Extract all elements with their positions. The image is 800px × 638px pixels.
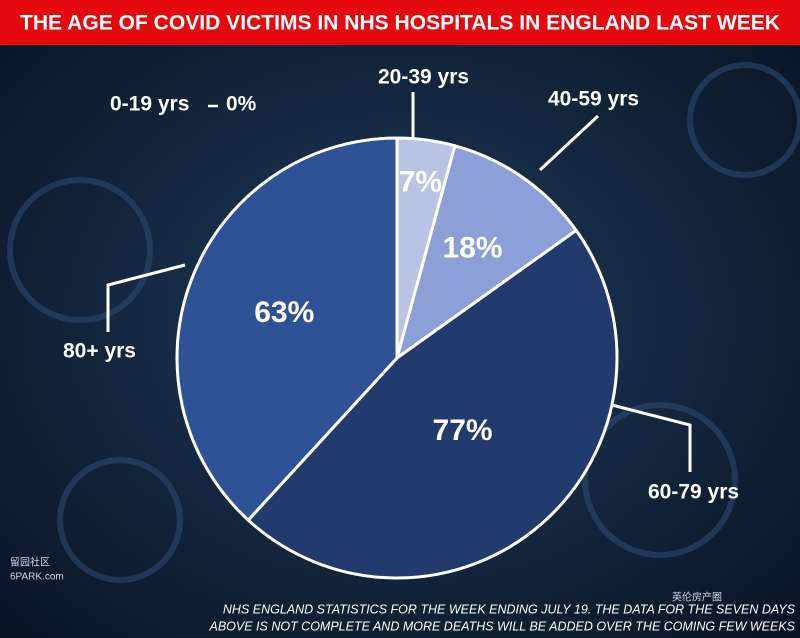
value-label: 77%	[433, 414, 493, 447]
slice	[395, 144, 578, 360]
category-label: 60-79 yrs	[648, 481, 739, 504]
category-label: 80+ yrs	[63, 340, 136, 363]
value-label: 63%	[254, 296, 314, 329]
value-label: 0%	[226, 93, 257, 116]
category-label: 40-59 yrs	[548, 88, 639, 111]
leader-lines	[106, 92, 692, 472]
footnote: NHS ENGLAND STATISTICS FOR THE WEEK ENDI…	[223, 602, 796, 616]
footnote: ABOVE IS NOT COMPLETE AND MORE DEATHS WI…	[209, 619, 796, 633]
watermark: 6PARK.com	[10, 572, 64, 583]
slice	[246, 228, 619, 580]
value-label: 18%	[443, 232, 503, 265]
title-bar	[0, 0, 800, 45]
watermark: 留园社区	[10, 556, 50, 569]
pie: 7% 18% 77% 63%	[175, 136, 619, 580]
category-label: 0-19 yrs	[110, 93, 189, 116]
virus-decor	[7, 62, 800, 583]
chart-title: THE AGE OF COVID VICTIMS IN NHS HOSPITAL…	[20, 12, 780, 35]
slice	[175, 136, 399, 522]
category-label: 20-39 yrs	[378, 66, 469, 89]
value-label: 7%	[399, 165, 442, 198]
watermark: 英伦房产圈	[672, 591, 722, 604]
